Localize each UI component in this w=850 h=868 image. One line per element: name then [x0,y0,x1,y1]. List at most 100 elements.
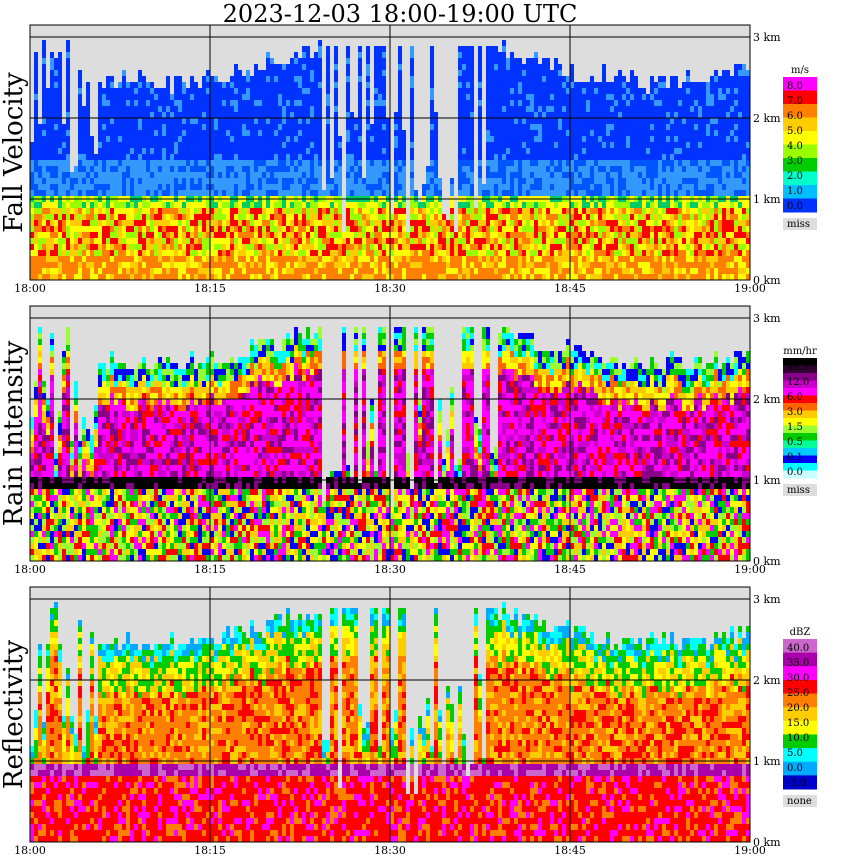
data-cell [526,166,530,172]
data-cell [602,118,606,124]
data-cell [222,148,226,154]
data-cell [446,268,450,274]
data-cell [466,154,470,160]
data-cell [458,202,462,208]
data-cell [130,268,134,274]
data-cell [346,148,350,154]
data-cell [318,46,322,52]
data-cell [166,184,170,190]
data-cell [642,94,646,100]
data-cell [138,88,142,94]
data-cell [386,154,390,160]
data-cell [498,58,502,64]
data-cell [178,214,182,220]
data-cell [326,100,330,106]
data-cell [418,214,422,220]
data-cell [234,70,238,76]
data-cell [326,106,330,112]
data-cell [278,262,282,268]
data-cell [314,52,318,58]
data-cell [234,202,238,208]
data-cell [130,136,134,142]
data-cell [110,178,114,184]
data-cell [478,232,482,238]
data-cell [34,226,38,232]
data-cell [562,202,566,208]
data-cell [458,190,462,196]
data-cell [234,160,238,166]
data-cell [622,124,626,130]
data-cell [82,178,86,184]
data-cell [538,262,542,268]
data-cell [418,232,422,238]
data-cell [590,262,594,268]
data-cell [630,178,634,184]
data-cell [578,166,582,172]
data-cell [82,262,86,268]
data-cell [154,112,158,118]
data-cell [578,106,582,112]
data-cell [358,112,362,118]
data-cell [234,262,238,268]
data-cell [206,160,210,166]
data-cell [218,100,222,106]
data-cell [578,148,582,154]
data-cell [498,178,502,184]
data-cell [566,262,570,268]
data-cell [278,178,282,184]
data-cell [306,88,310,94]
data-cell [150,256,154,262]
data-cell [398,202,402,208]
data-cell [202,76,206,82]
data-cell [238,220,242,226]
data-cell [150,106,154,112]
data-cell [246,148,250,154]
data-cell [418,238,422,244]
data-cell [486,94,490,100]
data-cell [286,226,290,232]
data-cell [290,244,294,250]
data-cell [550,112,554,118]
data-cell [430,70,434,76]
data-cell [126,262,130,268]
data-cell [258,238,262,244]
data-cell [614,160,618,166]
data-cell [122,220,126,226]
data-cell [166,160,170,166]
data-cell [278,64,282,70]
data-cell [118,256,122,262]
data-cell [114,184,118,190]
data-cell [198,238,202,244]
data-cell [498,112,502,118]
data-cell [622,208,626,214]
data-cell [450,214,454,220]
data-cell [274,214,278,220]
data-cell [82,202,86,208]
data-cell [462,244,466,250]
data-cell [146,214,150,220]
data-cell [526,256,530,262]
data-cell [374,64,378,70]
data-cell [258,178,262,184]
data-cell [334,64,338,70]
data-cell [158,184,162,190]
data-cell [518,202,522,208]
data-cell [86,172,90,178]
data-cell [326,154,330,160]
data-cell [126,208,130,214]
data-cell [410,178,414,184]
data-cell [186,88,190,94]
data-cell [558,190,562,196]
data-cell [258,94,262,100]
data-cell [62,130,66,136]
data-cell [574,190,578,196]
data-cell [74,250,78,256]
data-cell [358,154,362,160]
data-cell [546,136,550,142]
data-cell [502,220,506,226]
data-cell [630,226,634,232]
data-cell [326,208,330,214]
data-cell [614,148,618,154]
data-cell [374,100,378,106]
data-cell [414,238,418,244]
